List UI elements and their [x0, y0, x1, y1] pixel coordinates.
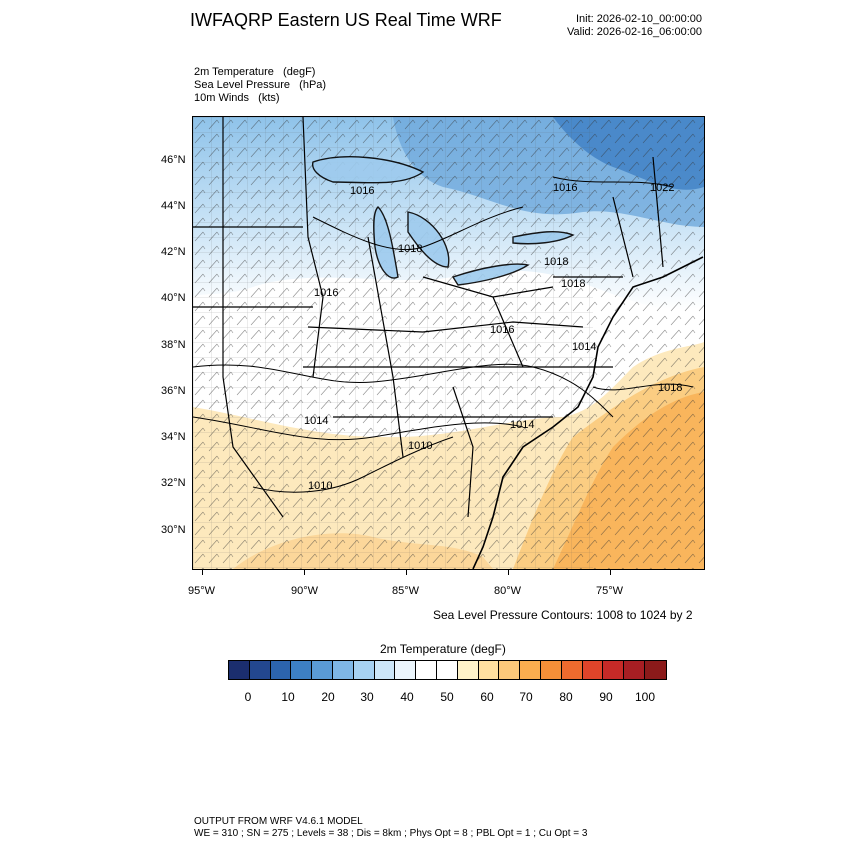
colorbar-swatch [478, 661, 500, 679]
colorbar-label: 10 [281, 690, 295, 704]
lon-tick [406, 569, 407, 575]
colorbar-swatch [540, 661, 562, 679]
pressure-label: 1018 [658, 382, 683, 394]
valid-time: Valid: 2026-02-16_06:00:00 [567, 26, 702, 38]
pressure-label: 1016 [350, 185, 375, 197]
pressure-label: 1018 [561, 278, 586, 290]
colorbar-label: 30 [360, 690, 374, 704]
pressure-label: 1018 [398, 243, 423, 255]
colorbar-swatch [270, 661, 292, 679]
colorbar-swatch [603, 661, 625, 679]
colorbar-swatch [561, 661, 583, 679]
lon-tick [610, 569, 611, 575]
lon-label: 80°W [494, 585, 522, 597]
lat-label: 38°N [161, 339, 186, 351]
temperature-colorbar [228, 660, 667, 680]
colorbar-label: 100 [634, 690, 656, 704]
init-time: Init: 2026-02-10_00:00:00 [576, 13, 702, 25]
field-winds: 10m Winds (kts) [194, 92, 280, 104]
colorbar-swatch [582, 661, 604, 679]
lon-label: 90°W [291, 585, 319, 597]
pressure-label: 1016 [314, 287, 339, 299]
colorbar-label: 90 [599, 690, 613, 704]
map-title: IWFAQRP Eastern US Real Time WRF [190, 10, 502, 30]
field-temperature: 2m Temperature (degF) [194, 66, 316, 78]
lat-label: 42°N [161, 246, 186, 258]
pressure-label: 1010 [408, 440, 433, 452]
field-list: 2m Temperature (degF) Sea Level Pressure… [194, 66, 326, 105]
colorbar-swatch [499, 661, 521, 679]
pressure-label: 1018 [544, 256, 569, 268]
lat-label: 46°N [161, 154, 186, 166]
pressure-label: 1014 [510, 419, 535, 431]
pressure-label: 1010 [308, 480, 333, 492]
init-valid-times: Init: 2026-02-10_00:00:00 Valid: 2026-02… [567, 13, 702, 39]
colorbar-label: 70 [519, 690, 533, 704]
pressure-label: 1016 [490, 324, 515, 336]
map-canvas [193, 117, 704, 569]
lon-label: 95°W [188, 585, 216, 597]
colorbar-label: 20 [321, 690, 335, 704]
colorbar-swatch [416, 661, 437, 679]
colorbar-label: 40 [400, 690, 414, 704]
colorbar-label: 0 [244, 690, 252, 704]
lat-label: 34°N [161, 431, 186, 443]
pressure-label: 1016 [553, 182, 578, 194]
colorbar-swatch [644, 661, 666, 679]
colorbar-swatch [374, 661, 396, 679]
colorbar-swatch [229, 661, 250, 679]
model-footer: OUTPUT FROM WRF V4.6.1 MODEL WE = 310 ; … [194, 816, 587, 840]
pressure-label-layer: 1016 1016 1022 1018 1018 1016 1018 1016 … [192, 116, 703, 568]
lat-label: 30°N [161, 524, 186, 536]
colorbar-swatch [624, 661, 645, 679]
pressure-label: 1022 [650, 182, 675, 194]
lon-tick [202, 569, 203, 575]
lon-tick [304, 569, 305, 575]
colorbar-swatch [353, 661, 375, 679]
colorbar-swatch [249, 661, 271, 679]
pressure-label: 1014 [572, 341, 597, 353]
lat-label: 44°N [161, 200, 186, 212]
field-pressure: Sea Level Pressure (hPa) [194, 79, 327, 91]
lon-label: 75°W [596, 585, 624, 597]
colorbar-swatch [520, 661, 541, 679]
colorbar-swatch [395, 661, 417, 679]
weather-map [192, 116, 705, 570]
lon-label: 85°W [392, 585, 420, 597]
colorbar-label: 60 [480, 690, 494, 704]
colorbar-swatch [457, 661, 479, 679]
contour-note: Sea Level Pressure Contours: 1008 to 102… [433, 608, 693, 622]
pressure-label: 1014 [304, 415, 329, 427]
footer-line: OUTPUT FROM WRF V4.6.1 MODEL [194, 816, 363, 827]
colorbar-swatch [332, 661, 354, 679]
lat-label: 32°N [161, 477, 186, 489]
lat-label: 40°N [161, 292, 186, 304]
colorbar-label: 80 [559, 690, 573, 704]
colorbar-label: 50 [440, 690, 454, 704]
footer-line: WE = 310 ; SN = 275 ; Levels = 38 ; Dis … [194, 828, 588, 839]
colorbar-swatch [312, 661, 333, 679]
colorbar-swatch [436, 661, 458, 679]
lat-label: 36°N [161, 385, 186, 397]
lon-tick [508, 569, 509, 575]
colorbar-title: 2m Temperature (degF) [380, 642, 506, 656]
colorbar-swatch [291, 661, 313, 679]
